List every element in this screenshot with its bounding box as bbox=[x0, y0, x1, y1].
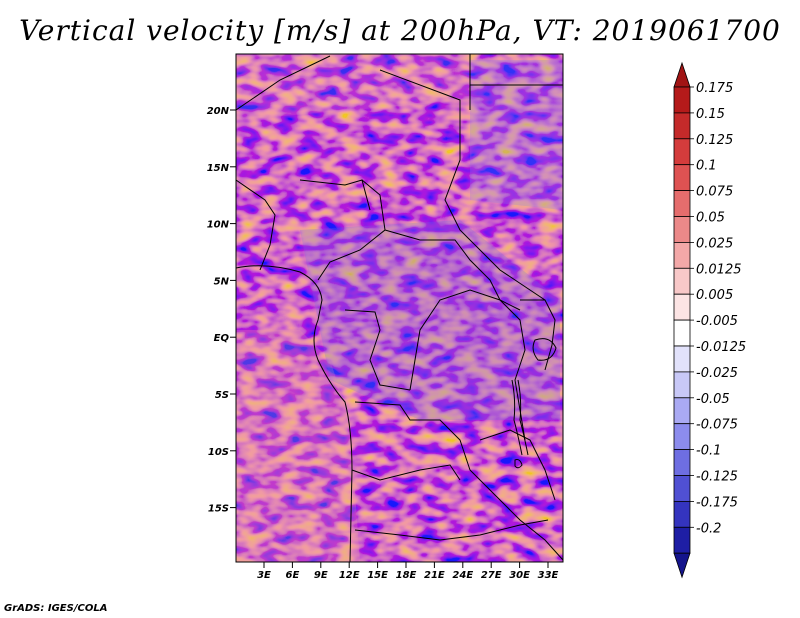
colorbar-swatch bbox=[673, 164, 691, 191]
map-frame bbox=[235, 53, 564, 563]
grads-credit: GrADS: IGES/COLA bbox=[4, 603, 108, 614]
lon-label: 3E bbox=[257, 570, 271, 581]
colorbar-swatch bbox=[673, 112, 691, 140]
colorbar-label: 0.05 bbox=[696, 211, 725, 226]
colorbar-swatch bbox=[673, 449, 691, 476]
colorbar-label: -0.175 bbox=[696, 495, 738, 510]
lakes bbox=[511, 338, 557, 469]
colorbar-bottom-arrow bbox=[673, 552, 691, 579]
lon-label: 24E bbox=[452, 570, 473, 581]
colorbar-swatch bbox=[673, 423, 691, 451]
colorbar-swatch bbox=[673, 138, 691, 166]
colorbar-swatch bbox=[673, 500, 691, 528]
colorbar-label: 0.125 bbox=[696, 133, 733, 148]
colorbar-swatch bbox=[673, 267, 691, 295]
colorbar-label: -0.0125 bbox=[696, 340, 746, 355]
lat-label: EQ bbox=[214, 333, 230, 344]
lon-label: 12E bbox=[339, 570, 360, 581]
lon-label: 33E bbox=[538, 570, 559, 581]
lon-label: 27E bbox=[481, 570, 502, 581]
lon-label: 15E bbox=[367, 570, 388, 581]
colorbar-label: 0.15 bbox=[696, 107, 725, 122]
lat-label: 5N bbox=[214, 276, 230, 287]
field-tints bbox=[236, 54, 563, 562]
lat-label: 15S bbox=[208, 504, 229, 515]
colorbar-swatch bbox=[673, 371, 691, 399]
colorbar-label: 0.175 bbox=[696, 81, 733, 96]
lat-label: 5S bbox=[215, 390, 229, 401]
colorbar-top-arrow bbox=[673, 61, 691, 88]
lon-label: 30E bbox=[509, 570, 530, 581]
colorbar-swatch bbox=[673, 190, 691, 217]
colorbar-swatch bbox=[673, 319, 691, 347]
colorbar-swatch bbox=[673, 475, 691, 502]
lat-label: 20N bbox=[207, 106, 230, 117]
colorbar-swatch bbox=[673, 216, 691, 243]
colorbar-swatch bbox=[673, 397, 691, 425]
lat-label: 10S bbox=[208, 447, 229, 458]
colorbar-label: 0.075 bbox=[696, 185, 733, 200]
lon-label: 6E bbox=[286, 570, 300, 581]
colorbar-label: 0.1 bbox=[696, 159, 717, 174]
lon-label: 18E bbox=[396, 570, 417, 581]
latitude-axis: 20N 15N 10N 5N EQ 5S 10S 15S bbox=[207, 106, 236, 515]
colorbar: 0.175 0.15 0.125 0.1 0.075 0.05 0.025 0.0125 0.0… bbox=[673, 61, 746, 579]
lon-label: 9E bbox=[314, 570, 328, 581]
colorbar-swatch bbox=[673, 86, 691, 114]
colorbar-label: -0.05 bbox=[696, 392, 730, 407]
colorbar-label: -0.005 bbox=[696, 314, 738, 329]
lat-label: 15N bbox=[207, 163, 230, 174]
chart-title: Vertical velocity [m/s] at 200hPa, VT: 2… bbox=[19, 14, 781, 47]
colorbar-label: 0.005 bbox=[696, 288, 733, 303]
colorbar-label: -0.075 bbox=[696, 418, 738, 433]
colorbar-label: -0.125 bbox=[696, 470, 738, 485]
colorbar-label: -0.1 bbox=[696, 444, 721, 459]
country-borders bbox=[236, 54, 563, 562]
colorbar-swatch bbox=[673, 345, 691, 373]
lon-label: 21E bbox=[424, 570, 445, 581]
colorbar-label: -0.025 bbox=[696, 366, 738, 381]
longitude-axis: 3E 6E 9E 12E 15E 18E 21E 24E 27E 30E 33E bbox=[257, 562, 559, 581]
colorbar-label: 0.025 bbox=[696, 236, 733, 251]
colorbar-swatch bbox=[673, 241, 691, 269]
colorbar-swatch bbox=[673, 526, 691, 554]
colorbar-label: -0.2 bbox=[696, 521, 721, 536]
colorbar-label: 0.0125 bbox=[696, 262, 742, 277]
lat-label: 10N bbox=[207, 220, 230, 231]
colorbar-swatch bbox=[673, 293, 691, 321]
map-panel bbox=[235, 53, 564, 563]
